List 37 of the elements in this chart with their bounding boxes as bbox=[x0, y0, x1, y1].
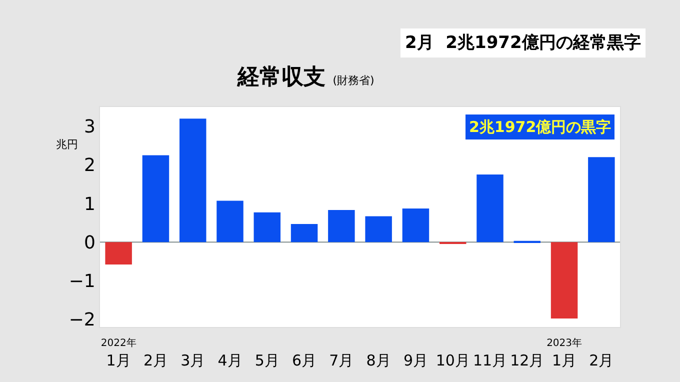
bar bbox=[328, 210, 355, 242]
y-tick-label: 0 bbox=[84, 232, 96, 254]
x-tick-label: 12月 bbox=[510, 352, 544, 370]
annotation: 2兆1972億円の黒字 bbox=[469, 118, 612, 136]
bar bbox=[588, 157, 615, 242]
x-tick-label: 4月 bbox=[218, 352, 242, 370]
y-tick-label: 3 bbox=[84, 116, 96, 138]
x-tick-label: 10月 bbox=[436, 352, 470, 370]
x-tick-label: 2022年 1月 bbox=[100, 337, 136, 370]
chart-title: 経常収支 bbox=[236, 65, 326, 90]
chart-subtitle: (財務省) bbox=[332, 74, 374, 88]
x-tick-label: 8月 bbox=[366, 352, 391, 370]
x-tick-label: 2023年 1月 bbox=[546, 337, 582, 370]
bar bbox=[550, 242, 578, 319]
y-tick-label: −2 bbox=[68, 310, 96, 331]
bar bbox=[402, 208, 430, 242]
y-tick-label: 1 bbox=[84, 194, 96, 215]
bar bbox=[142, 155, 170, 242]
y-axis-title: 兆円 bbox=[56, 138, 78, 151]
bar bbox=[105, 242, 132, 264]
x-tick-label: 6月 bbox=[292, 352, 317, 370]
bar bbox=[365, 216, 392, 242]
y-tick-label: 2 bbox=[84, 155, 96, 176]
x-tick-label: 9月 bbox=[403, 352, 428, 370]
x-tick-label: 2月 bbox=[589, 352, 614, 370]
x-tick-label: 3月 bbox=[180, 352, 206, 370]
bar bbox=[290, 224, 318, 242]
x-tick-label: 5月 bbox=[254, 352, 280, 370]
bar bbox=[179, 118, 206, 242]
bar bbox=[476, 174, 504, 242]
x-tick-label: 7月 bbox=[329, 352, 354, 370]
x-tick-label: 2月 bbox=[143, 352, 168, 370]
bar bbox=[216, 200, 244, 242]
bar bbox=[254, 212, 281, 242]
x-tick-label: 11月 bbox=[472, 352, 508, 370]
text: 2月 2兆1972億円の経常黒字 bbox=[405, 33, 641, 53]
y-tick-label: −1 bbox=[68, 270, 96, 292]
